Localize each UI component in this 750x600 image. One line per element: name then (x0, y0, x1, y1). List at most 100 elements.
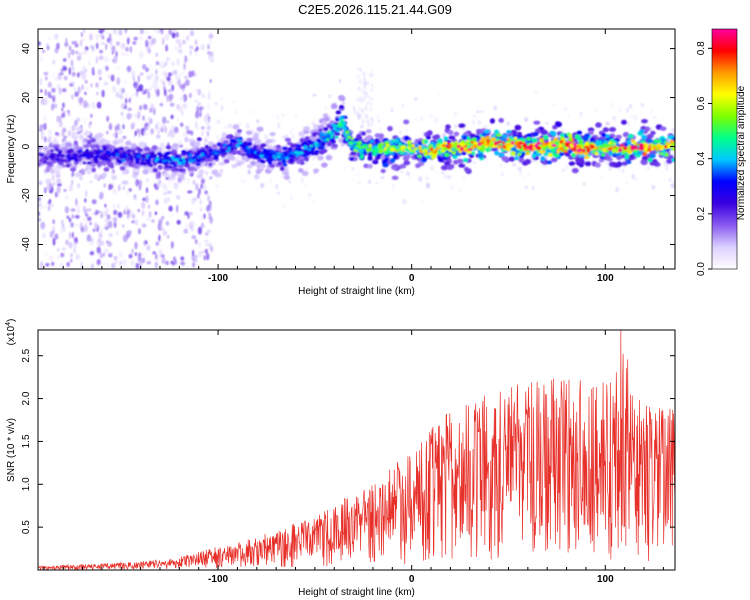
ridge-blob (302, 126, 311, 131)
ridge-blob (139, 161, 145, 166)
noise-blob (124, 91, 129, 99)
spectrogram-blobs (38, 29, 675, 269)
noise-blob (81, 46, 85, 51)
noise-blob (135, 262, 139, 269)
noise-blob (209, 30, 213, 35)
ridge-blob (42, 146, 49, 151)
halo-blob (241, 180, 246, 183)
noise-blob (169, 30, 172, 36)
ridge-blob (61, 164, 67, 168)
noise-blob (40, 204, 43, 211)
ridge-blob (123, 146, 129, 151)
ridge-blob (324, 135, 328, 140)
noise-blob (145, 67, 150, 73)
noise-blob (51, 103, 54, 111)
halo-blob (627, 121, 630, 127)
ridge-blob (367, 147, 373, 152)
ridge-blob (246, 154, 253, 158)
noise-blob (154, 211, 158, 216)
ridge-blob (618, 148, 623, 152)
ridge-blob (66, 154, 70, 159)
noise-blob (96, 91, 99, 96)
ridge-blob (433, 134, 440, 140)
noise-blob (178, 49, 183, 54)
streak-blob (361, 89, 364, 94)
ridge-blob (608, 141, 612, 145)
ridge-blob (647, 157, 653, 163)
ridge-blob (642, 152, 648, 157)
halo-blob (506, 121, 510, 126)
noise-blob (120, 42, 126, 50)
ridge-blob (477, 152, 484, 158)
noise-blob (53, 181, 56, 186)
noise-blob (84, 91, 87, 95)
ridge-blob (547, 146, 552, 150)
noise-blob (128, 253, 133, 259)
noise-blob (111, 51, 115, 55)
noise-blob (44, 136, 47, 143)
ridge-blob (590, 145, 595, 149)
streak-blob (358, 115, 361, 120)
ridge-blob (641, 134, 648, 140)
halo-blob (219, 169, 223, 172)
ridge-blob (288, 158, 294, 163)
ridge-blob (358, 148, 364, 154)
noise-blob (38, 211, 41, 216)
noise-blob (88, 60, 91, 66)
noise-blob (180, 256, 185, 261)
noise-blob (92, 101, 96, 110)
noise-blob (38, 128, 43, 132)
ridge-blob (253, 132, 259, 139)
ridge-blob (346, 133, 350, 137)
ridge-blob (547, 142, 552, 147)
ridge-blob (176, 158, 180, 162)
streak-blob (367, 121, 370, 126)
ridge-blob (61, 154, 66, 158)
ridge-blob (632, 149, 639, 153)
halo-blob (664, 166, 669, 171)
noise-blob (135, 178, 140, 187)
ridge-blob (230, 146, 235, 151)
noise-blob (107, 74, 110, 78)
ridge-blob (70, 167, 77, 172)
ridge-blob (152, 153, 158, 158)
streak-blob (358, 79, 362, 84)
halo-blob (305, 166, 310, 171)
ridge-blob (350, 137, 354, 141)
noise-blob (81, 38, 85, 42)
ridge-blob (542, 142, 547, 146)
ridge-blob (282, 163, 288, 167)
ridge-blob (506, 130, 512, 134)
ridge-blob (321, 162, 328, 168)
noise-blob (60, 68, 64, 73)
ridge-blob (608, 147, 613, 151)
spectrogram-y-tick-label: 20 (21, 92, 32, 104)
halo-blob (420, 181, 424, 184)
ridge-blob (147, 160, 152, 166)
noise-blob (122, 258, 127, 267)
ridge-blob (272, 154, 277, 158)
noise-blob (176, 219, 181, 225)
halo-blob (601, 175, 604, 179)
ridge-blob (458, 123, 466, 128)
ridge-blob (284, 174, 290, 181)
ridge-blob (94, 155, 99, 159)
ridge-blob (57, 150, 63, 154)
noise-blob (108, 184, 111, 191)
ridge-blob (429, 147, 434, 152)
halo-blob (414, 118, 418, 122)
noise-blob (70, 222, 74, 228)
noise-blob (62, 102, 65, 108)
ridge-blob (540, 156, 546, 162)
halo-blob (375, 181, 379, 185)
noise-blob (42, 205, 48, 209)
spectrogram-x-tick-label: -100 (208, 273, 228, 284)
ridge-blob (604, 134, 611, 139)
ridge-blob (647, 147, 652, 152)
ridge-blob (548, 152, 553, 157)
noise-blob (162, 116, 167, 125)
noise-blob (204, 190, 208, 195)
streak-blob (370, 122, 373, 127)
noise-blob (56, 42, 60, 50)
